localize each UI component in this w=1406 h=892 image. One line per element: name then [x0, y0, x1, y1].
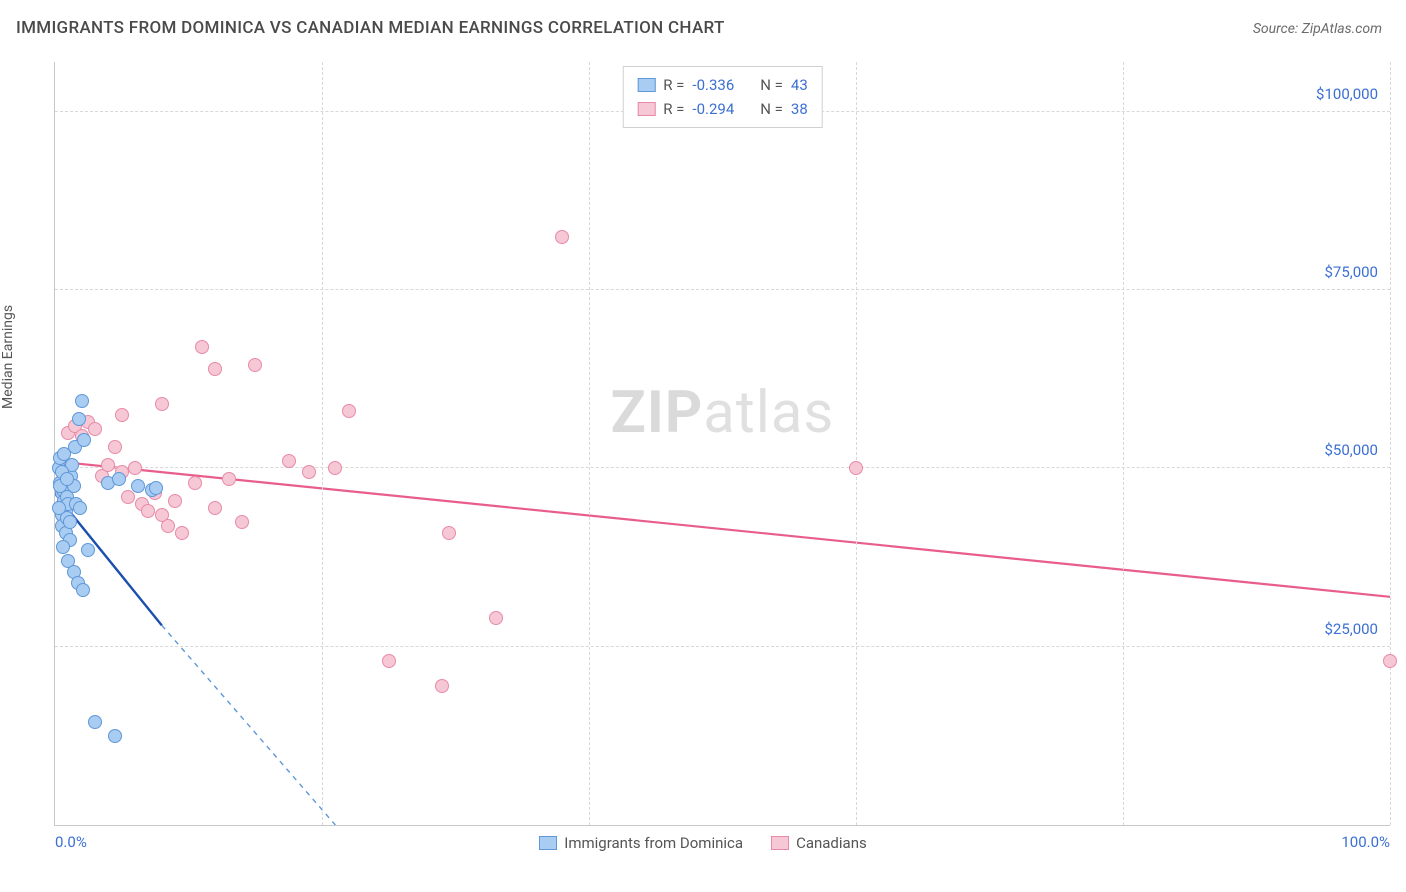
data-point-series2 — [188, 476, 202, 490]
y-tick-label: $100,000 — [1316, 85, 1378, 103]
y-tick-label: $25,000 — [1324, 620, 1378, 638]
y-axis-label: Median Earnings — [0, 305, 16, 409]
data-point-series2 — [208, 362, 222, 376]
data-point-series1 — [73, 501, 87, 515]
data-point-series1 — [72, 412, 86, 426]
data-point-series2 — [155, 397, 169, 411]
data-point-series2 — [168, 494, 182, 508]
r-label: R = — [663, 73, 684, 97]
data-point-series1 — [52, 501, 66, 515]
data-point-series2 — [115, 408, 129, 422]
data-point-series1 — [81, 543, 95, 557]
data-point-series2 — [141, 504, 155, 518]
data-point-series2 — [222, 472, 236, 486]
gridline-vertical — [856, 62, 857, 825]
n-label: N = — [760, 97, 783, 121]
gridline-vertical — [1123, 62, 1124, 825]
data-point-series2 — [849, 461, 863, 475]
n-value: 43 — [791, 73, 808, 97]
data-point-series2 — [195, 340, 209, 354]
chart-area: Median Earnings ZIPatlas R =-0.336N =43R… — [16, 50, 1390, 856]
data-point-series2 — [382, 654, 396, 668]
gridline-horizontal — [55, 467, 1390, 468]
data-point-series2 — [489, 611, 503, 625]
data-point-series2 — [435, 679, 449, 693]
data-point-series2 — [128, 461, 142, 475]
data-point-series1 — [63, 515, 77, 529]
data-point-series2 — [302, 465, 316, 479]
stats-legend-row: R = -0.336 N = 43 — [637, 73, 808, 97]
data-point-series2 — [88, 422, 102, 436]
data-point-series2 — [161, 519, 175, 533]
data-point-series2 — [342, 404, 356, 418]
gridline-horizontal — [55, 289, 1390, 290]
data-point-series2 — [108, 440, 122, 454]
data-point-series1 — [60, 472, 74, 486]
n-label: N = — [760, 73, 783, 97]
legend-swatch — [637, 78, 655, 92]
legend-swatch — [637, 102, 655, 116]
plot-area: ZIPatlas R = -0.336 N = 43 R = -0.294 N = 38 $2… — [54, 62, 1390, 826]
gridline-vertical — [1390, 62, 1391, 825]
series-legend-item: Canadians — [771, 834, 867, 852]
data-point-series2 — [555, 230, 569, 244]
stats-legend: R = -0.336 N = 43 R = -0.294 N = 38 — [622, 66, 823, 128]
r-label: R = — [663, 97, 684, 121]
y-tick-label: $75,000 — [1324, 263, 1378, 281]
data-point-series2 — [101, 458, 115, 472]
data-point-series2 — [208, 501, 222, 515]
data-point-series2 — [282, 454, 296, 468]
series-legend-label: Immigrants from Dominica — [564, 834, 743, 852]
data-point-series1 — [112, 472, 126, 486]
r-value: -0.336 — [692, 73, 734, 97]
legend-swatch — [539, 836, 557, 850]
gridline-vertical — [322, 62, 323, 825]
data-point-series2 — [1383, 654, 1397, 668]
data-point-series2 — [235, 515, 249, 529]
series-legend-label: Canadians — [796, 834, 867, 852]
data-point-series2 — [175, 526, 189, 540]
data-point-series2 — [442, 526, 456, 540]
trendlines-layer — [55, 62, 1390, 825]
chart-title: IMMIGRANTS FROM DOMINICA VS CANADIAN MED… — [16, 18, 725, 38]
data-point-series1 — [56, 540, 70, 554]
source-prefix: Source: — [1253, 21, 1302, 37]
source-label: Source: ZipAtlas.com — [1253, 18, 1382, 37]
data-point-series1 — [77, 433, 91, 447]
watermark-bold: ZIP — [611, 379, 704, 447]
watermark-rest: atlas — [703, 379, 834, 447]
r-value: -0.294 — [692, 97, 734, 121]
y-tick-label: $50,000 — [1324, 441, 1378, 459]
data-point-series2 — [248, 358, 262, 372]
data-point-series1 — [149, 481, 163, 495]
stats-legend-row: R = -0.294 N = 38 — [637, 97, 808, 121]
data-point-series1 — [75, 394, 89, 408]
data-point-series1 — [76, 583, 90, 597]
legend-swatch — [771, 836, 789, 850]
data-point-series1 — [108, 729, 122, 743]
gridline-horizontal — [55, 646, 1390, 647]
data-point-series1 — [131, 479, 145, 493]
watermark: ZIPatlas — [611, 379, 835, 447]
data-point-series1 — [88, 715, 102, 729]
data-point-series2 — [328, 461, 342, 475]
series-legend: Immigrants from Dominica Canadians — [16, 834, 1390, 852]
source-value: ZipAtlas.com — [1302, 21, 1382, 37]
n-value: 38 — [791, 97, 808, 121]
series-legend-item: Immigrants from Dominica — [539, 834, 743, 852]
gridline-vertical — [589, 62, 590, 825]
